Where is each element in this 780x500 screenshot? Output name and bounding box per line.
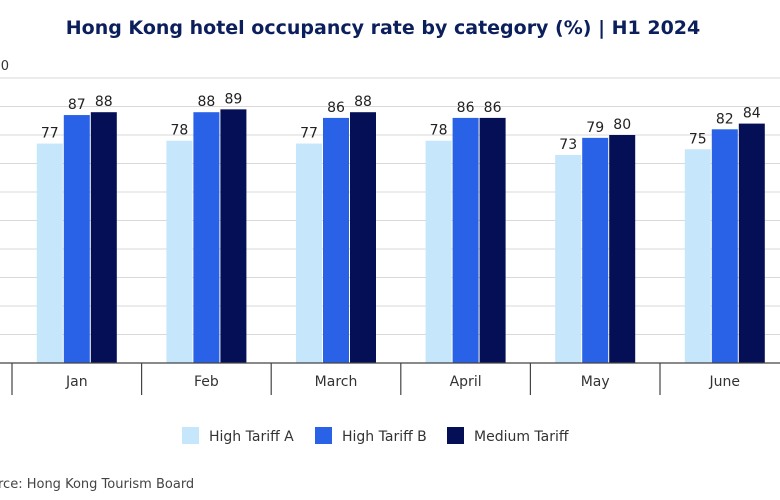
bar-feb-high-tariff-a <box>166 140 193 363</box>
bar-june-high-tariff-a <box>684 149 711 363</box>
bar-march-high-tariff-a <box>296 143 322 363</box>
bar-jan-high-tariff-a <box>36 143 63 363</box>
x-tick-label: Jan <box>65 374 88 390</box>
data-label: 86 <box>484 100 502 116</box>
x-tick-label: Feb <box>194 374 219 390</box>
bar-may-high-tariff-b <box>582 137 609 363</box>
y-axis-labels: 0 <box>1 59 9 74</box>
bar-jan-high-tariff-b <box>63 115 90 363</box>
data-label: 77 <box>300 126 318 142</box>
bar-june-high-tariff-b <box>711 129 738 363</box>
bars <box>36 109 765 364</box>
legend-label: High Tariff A <box>209 429 294 445</box>
bar-may-high-tariff-a <box>555 154 582 363</box>
data-label: 78 <box>430 123 448 139</box>
legend-label: High Tariff B <box>342 429 427 445</box>
bar-may-medium-tariff <box>609 135 636 363</box>
data-label: 82 <box>716 111 734 127</box>
data-label: 79 <box>586 120 604 136</box>
data-label: 80 <box>613 117 631 133</box>
bar-march-high-tariff-b <box>323 117 349 364</box>
data-label: 73 <box>559 137 577 153</box>
legend-swatch <box>447 427 464 444</box>
data-label: 84 <box>743 106 761 122</box>
x-tick-label: March <box>315 374 358 390</box>
y-tick-label: 0 <box>1 59 9 74</box>
bar-april-high-tariff-a <box>425 140 452 363</box>
data-label: 88 <box>95 94 113 110</box>
data-label: 89 <box>224 91 242 107</box>
x-tick-label: May <box>581 374 610 390</box>
legend-label: Medium Tariff <box>474 429 569 445</box>
data-label: 77 <box>41 126 59 142</box>
data-label: 88 <box>197 94 215 110</box>
bar-feb-high-tariff-b <box>193 112 220 363</box>
data-label: 75 <box>689 131 707 147</box>
legend: High Tariff A High Tariff B Medium Tariff <box>182 427 569 445</box>
legend-swatch <box>182 427 199 444</box>
bar-april-high-tariff-b <box>452 117 479 364</box>
data-label: 78 <box>170 123 188 139</box>
gridlines <box>0 77 780 335</box>
data-label: 87 <box>68 97 86 113</box>
x-tick-label: April <box>450 374 482 390</box>
bar-april-medium-tariff <box>479 117 506 364</box>
source-note: rce: Hong Kong Tourism Board <box>0 477 194 492</box>
bar-feb-medium-tariff <box>220 109 247 363</box>
data-labels: 77 87 88 78 88 89 77 86 88 78 86 86 73 79 80 75 82 84 <box>41 91 761 153</box>
bar-jan-medium-tariff <box>90 112 117 363</box>
x-axis: Jan Feb March April May June <box>0 362 780 395</box>
data-label: 88 <box>354 94 372 110</box>
chart-title: Hong Kong hotel occupancy rate by catego… <box>66 17 701 39</box>
bar-june-medium-tariff <box>738 123 765 363</box>
data-label: 86 <box>327 100 345 116</box>
legend-swatch <box>315 427 332 444</box>
x-tick-label: June <box>709 374 741 390</box>
data-label: 86 <box>457 100 475 116</box>
bar-march-medium-tariff <box>350 112 376 363</box>
